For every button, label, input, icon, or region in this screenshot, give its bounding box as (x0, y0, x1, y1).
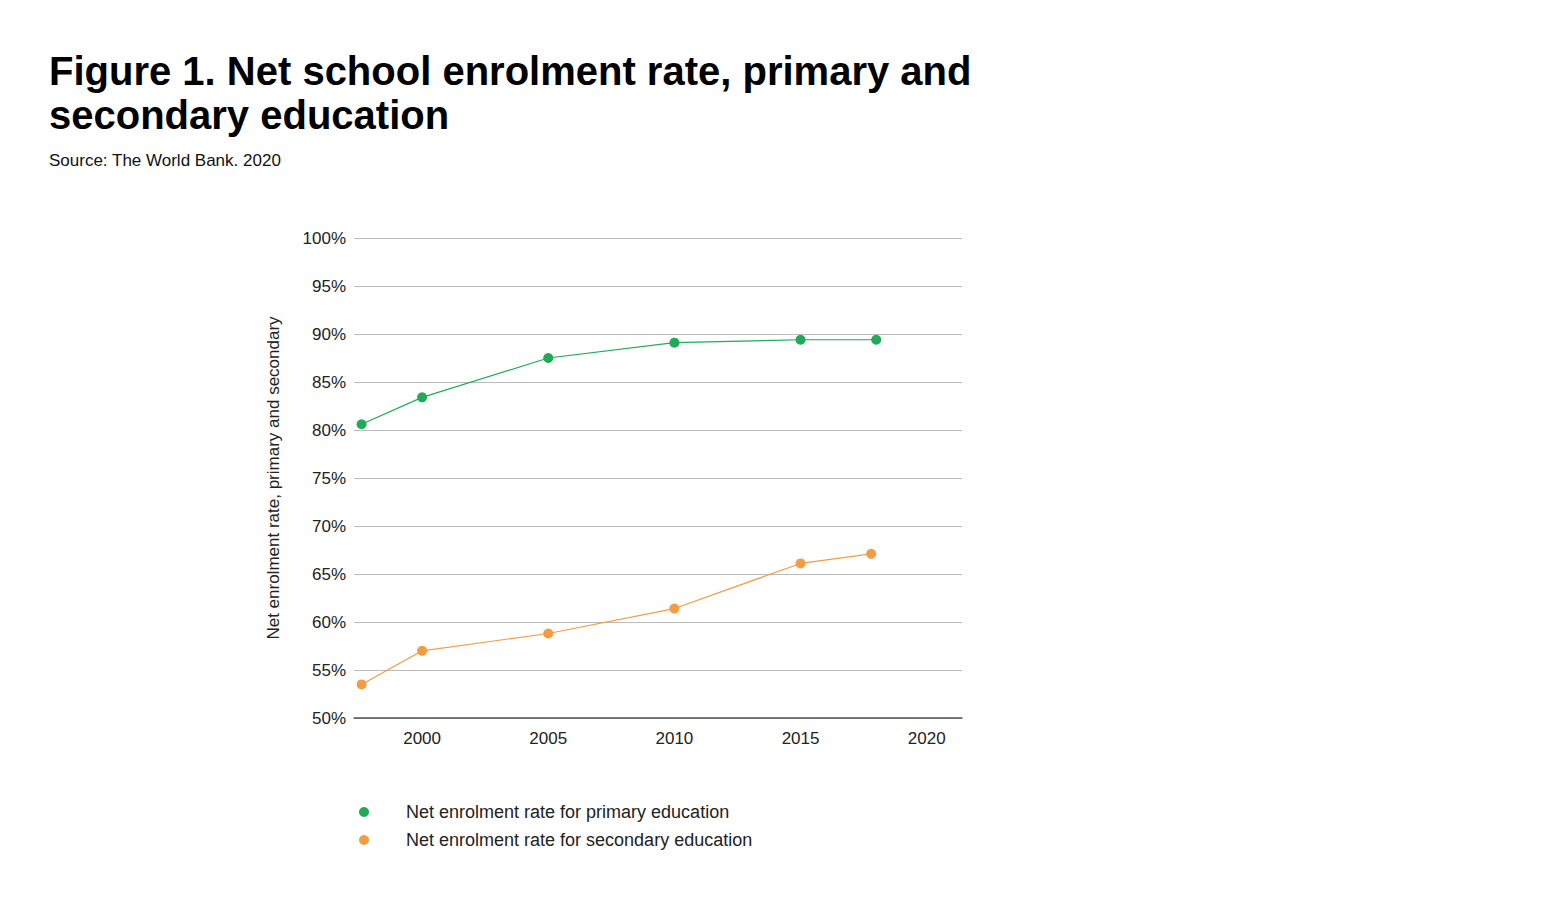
svg-text:80%: 80% (312, 421, 346, 440)
svg-text:2015: 2015 (782, 729, 820, 748)
svg-text:50%: 50% (312, 709, 346, 728)
svg-text:60%: 60% (312, 613, 346, 632)
svg-text:Net enrolment rate for primary: Net enrolment rate for primary education (406, 802, 729, 822)
svg-text:70%: 70% (312, 517, 346, 536)
svg-text:2005: 2005 (529, 729, 567, 748)
svg-text:Figure 1. Net school enrolment: Figure 1. Net school enrolment rate, pri… (49, 49, 983, 93)
svg-text:100%: 100% (303, 229, 346, 248)
svg-text:Net enrolment rate, primary an: Net enrolment rate, primary and secondar… (264, 316, 283, 640)
svg-text:65%: 65% (312, 565, 346, 584)
svg-text:2020: 2020 (908, 729, 946, 748)
svg-text:55%: 55% (312, 661, 346, 680)
svg-text:Net enrolment rate for seconda: Net enrolment rate for secondary educati… (406, 830, 752, 850)
svg-text:Source: The World Bank. 2020: Source: The World Bank. 2020 (49, 151, 281, 170)
svg-text:75%: 75% (312, 469, 346, 488)
svg-text:2010: 2010 (655, 729, 693, 748)
svg-text:2000: 2000 (403, 729, 441, 748)
svg-text:90%: 90% (312, 325, 346, 344)
svg-text:secondary education: secondary education (49, 93, 449, 137)
svg-text:85%: 85% (312, 373, 346, 392)
svg-text:95%: 95% (312, 277, 346, 296)
